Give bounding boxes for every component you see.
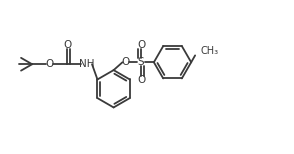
Text: O: O [137, 40, 145, 50]
Text: O: O [46, 59, 54, 69]
Text: O: O [137, 75, 145, 85]
Text: NH: NH [79, 59, 95, 69]
Text: O: O [63, 40, 71, 50]
Text: S: S [138, 57, 144, 67]
Text: CH₃: CH₃ [200, 47, 218, 57]
Text: O: O [121, 57, 130, 67]
